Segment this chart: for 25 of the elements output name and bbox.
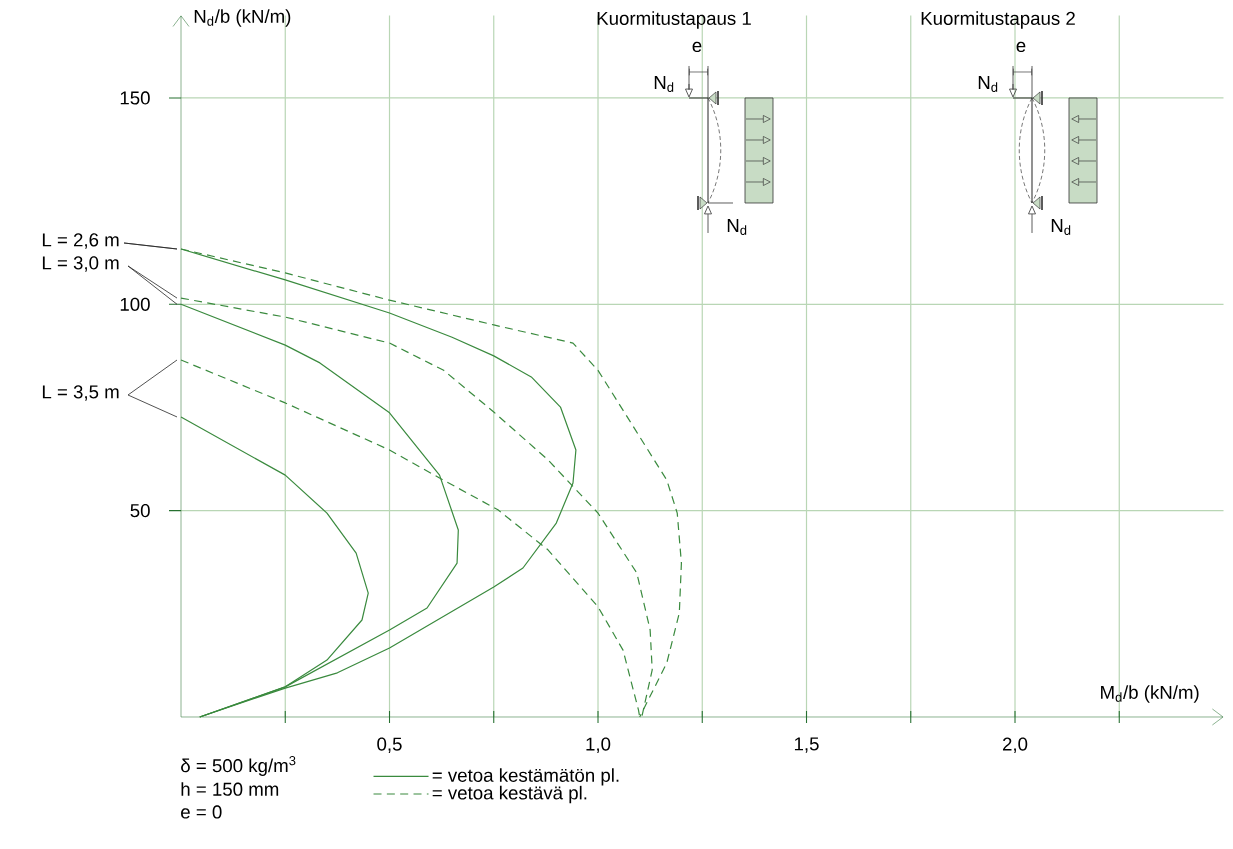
x-tick-label: 1,5 — [794, 737, 819, 753]
x-axis-title: M$_{d}$/b (kN/m) — [1101, 685, 1199, 703]
y-tick-label: 150 — [120, 91, 150, 105]
annotation: e — [1016, 41, 1026, 53]
annotation: Kuormitustapaus 1 — [597, 11, 751, 29]
annotation: N$_{d}$ — [727, 219, 747, 235]
x-tick-label: 0,5 — [377, 737, 402, 753]
legend-label: = vetoa kestävä pl. — [432, 785, 587, 804]
annotation: Kuormitustapaus 2 — [921, 11, 1075, 29]
annotation: e — [692, 41, 702, 53]
text: L = 3,5 m — [42, 385, 119, 401]
text: L = 3,0 m — [42, 256, 119, 272]
annotation: N$_{d}$ — [654, 76, 674, 92]
x-tick-label: 1,0 — [586, 737, 611, 753]
text: e = 0 — [181, 805, 222, 819]
y-tick-label: 100 — [120, 297, 150, 311]
y-tick-label: 50 — [130, 504, 150, 518]
text: δ = 500 kg/m$^{3}$ — [181, 756, 296, 776]
text: L = 2,6 m — [42, 233, 119, 249]
text: h = 150 mm — [181, 782, 279, 796]
x-tick-label: 2,0 — [1002, 737, 1028, 753]
y-axis-title: N$_{d}$/b (kN/m) — [194, 9, 291, 27]
annotation: N$_{d}$ — [978, 76, 998, 92]
annotation: N$_{d}$ — [1051, 219, 1071, 235]
legend-label: = vetoa kestämätön pl. — [432, 768, 619, 786]
